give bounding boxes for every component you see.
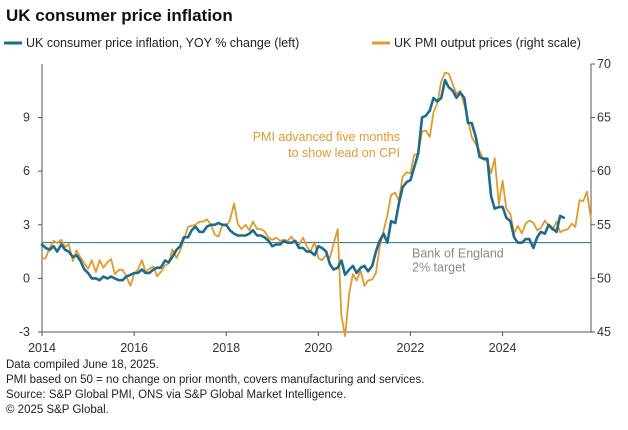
legend: UK consumer price inflation, YOY % chang…	[4, 36, 581, 50]
legend-label-cpi: UK consumer price inflation, YOY % chang…	[26, 36, 299, 50]
footer-notes: Data compiled June 18, 2025. PMI based o…	[6, 358, 424, 418]
left-y-tick-label: -3	[19, 325, 30, 339]
x-tick-label: 2022	[397, 341, 425, 355]
footer-line-source: Source: S&P Global PMI, ONS via S&P Glob…	[6, 389, 347, 401]
x-tick-label: 2020	[304, 341, 332, 355]
series-group	[40, 71, 592, 338]
x-tick-label: 2024	[489, 341, 517, 355]
annotations: PMI advanced five months to show lead on …	[253, 130, 400, 160]
right-y-tick-label: 45	[597, 325, 611, 339]
reference-line-label: 2% target	[412, 261, 466, 275]
series-line-pmi	[41, 71, 592, 338]
right-y-tick-label: 65	[597, 111, 611, 125]
left-y-tick-label: 9	[23, 111, 30, 125]
left-y-tick-label: 6	[23, 164, 30, 178]
footer-line-compiled: Data compiled June 18, 2025.	[6, 359, 159, 371]
footer-line-pmi-note: PMI based on 50 = no change on prior mon…	[6, 374, 425, 386]
right-y-tick-label: 60	[597, 164, 611, 178]
legend-label-pmi: UK PMI output prices (right scale)	[394, 36, 581, 50]
annotation-text: to show lead on CPI	[288, 146, 400, 160]
axes: -3 0 3 6 9 45 50 55 60 65 70 2014 2016 2018 2020 2022 20…	[19, 57, 611, 355]
x-tick-label: 2016	[120, 341, 148, 355]
chart-title: UK consumer price inflation	[6, 6, 233, 25]
left-y-tick-label: 3	[23, 218, 30, 232]
annotation-text: PMI advanced five months	[253, 130, 400, 144]
right-y-tick-label: 70	[597, 57, 611, 71]
footer-line-copyright: © 2025 S&P Global.	[6, 404, 109, 416]
right-y-tick-label: 55	[597, 218, 611, 232]
reference-line-label: Bank of England	[412, 247, 504, 261]
line-chart: UK consumer price inflation, YOY % chang…	[4, 36, 611, 355]
series-line-cpi	[40, 78, 566, 282]
left-y-tick-label: 0	[23, 271, 30, 285]
x-tick-label: 2018	[212, 341, 240, 355]
x-tick-label: 2014	[28, 341, 56, 355]
right-y-tick-label: 50	[597, 271, 611, 285]
